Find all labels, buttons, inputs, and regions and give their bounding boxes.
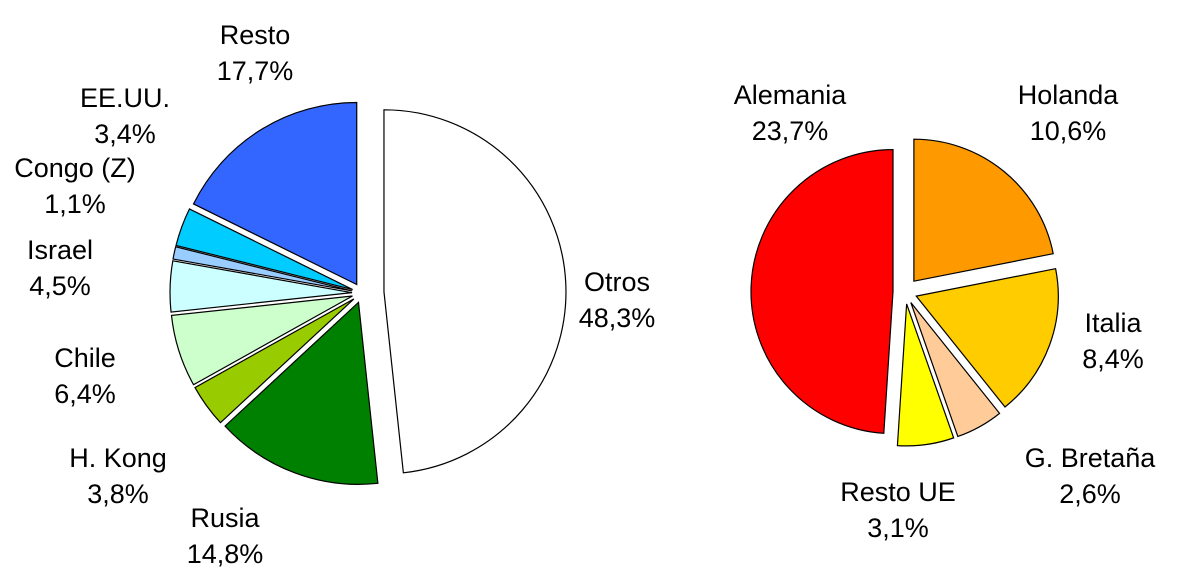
slice-value-label: 48,3% bbox=[579, 303, 656, 333]
slice-value-label: 3,4% bbox=[94, 119, 156, 149]
pie-slice bbox=[896, 303, 955, 447]
slice-value-label: 10,6% bbox=[1030, 116, 1107, 146]
slice-label: Italia bbox=[1084, 308, 1142, 338]
pie-slice bbox=[913, 138, 1054, 282]
slice-label: EE.UU. bbox=[80, 83, 170, 113]
slice-label: Holanda bbox=[1018, 80, 1120, 110]
slice-value-label: 17,7% bbox=[217, 56, 294, 86]
slice-value-label: 3,8% bbox=[87, 479, 149, 509]
slice-label: Resto UE bbox=[840, 477, 956, 507]
slice-value-label: 2,6% bbox=[1059, 479, 1121, 509]
slice-value-label: 14,8% bbox=[187, 539, 264, 569]
pie-slice bbox=[175, 208, 353, 291]
pie-slice bbox=[383, 109, 567, 474]
pie-slice bbox=[169, 260, 353, 313]
pie-slice bbox=[172, 246, 353, 292]
slice-label: Chile bbox=[54, 343, 116, 373]
slice-label: G. Bretaña bbox=[1025, 443, 1157, 473]
pie-slice bbox=[170, 295, 353, 386]
slice-value-label: 3,1% bbox=[867, 513, 929, 543]
pie-slice bbox=[910, 302, 1001, 438]
slice-label: Alemania bbox=[734, 80, 848, 110]
slice-value-label: 6,4% bbox=[54, 379, 116, 409]
slice-value-label: 8,4% bbox=[1082, 344, 1144, 374]
slice-value-label: 1,1% bbox=[44, 189, 106, 219]
slice-label: H. Kong bbox=[69, 443, 167, 473]
slice-value-label: 23,7% bbox=[752, 116, 829, 146]
pie-slice bbox=[224, 301, 379, 485]
slice-label: Congo (Z) bbox=[14, 153, 136, 183]
pie-slice bbox=[192, 101, 358, 286]
slice-value-label: 4,5% bbox=[29, 271, 91, 301]
slice-label: Israel bbox=[27, 235, 93, 265]
slice-label: Rusia bbox=[190, 503, 260, 533]
pie-slice bbox=[915, 267, 1059, 408]
slice-label: Otros bbox=[584, 267, 650, 297]
pie-slice bbox=[194, 298, 355, 424]
slice-label: Resto bbox=[220, 20, 291, 50]
pie-slice bbox=[750, 149, 894, 434]
